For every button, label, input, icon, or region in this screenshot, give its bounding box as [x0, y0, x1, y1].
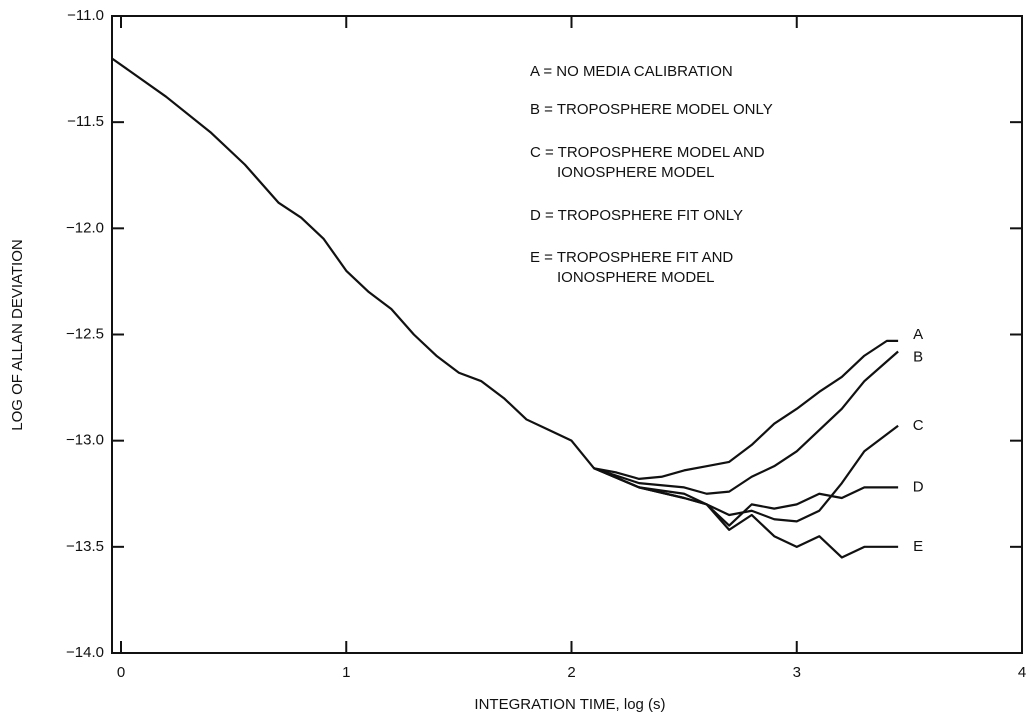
y-tick-label: −13.5 [66, 538, 104, 555]
y-tick-label: −12.0 [66, 219, 104, 236]
x-axis-label: INTEGRATION TIME, log (s) [474, 696, 665, 713]
annotation: C = TROPOSPHERE MODEL AND [530, 144, 765, 161]
line-label: A [913, 326, 923, 343]
series-line [111, 57, 899, 480]
y-tick-label: −11.5 [67, 113, 104, 130]
annotation: E = TROPOSPHERE FIT AND [530, 249, 733, 266]
annotation: IONOSPHERE MODEL [557, 164, 715, 181]
annotation: B = TROPOSPHERE MODEL ONLY [530, 101, 773, 118]
series-line [593, 350, 899, 495]
line-label: E [913, 538, 923, 555]
x-tick-label: 2 [567, 664, 575, 681]
x-tick-label: 0 [117, 664, 125, 681]
annotation: A = NO MEDIA CALIBRATION [530, 63, 733, 80]
y-tick-label: −14.0 [66, 644, 104, 661]
annotation: IONOSPHERE MODEL [557, 269, 715, 286]
y-tick-label: −11.0 [67, 7, 104, 24]
line-label: B [913, 348, 923, 365]
line-label: D [913, 478, 924, 495]
y-tick-label: −13.0 [66, 432, 104, 449]
x-tick-label: 4 [1018, 664, 1026, 681]
line-label: C [913, 417, 924, 434]
y-tick-label: −12.5 [66, 325, 104, 342]
y-axis-label: LOG OF ALLAN DEVIATION [9, 239, 26, 430]
series-line [593, 424, 899, 523]
annotation: D = TROPOSPHERE FIT ONLY [530, 207, 743, 224]
x-tick-label: 1 [342, 664, 350, 681]
series-line [593, 467, 899, 559]
series-line [593, 467, 899, 527]
x-tick-label: 3 [793, 664, 801, 681]
